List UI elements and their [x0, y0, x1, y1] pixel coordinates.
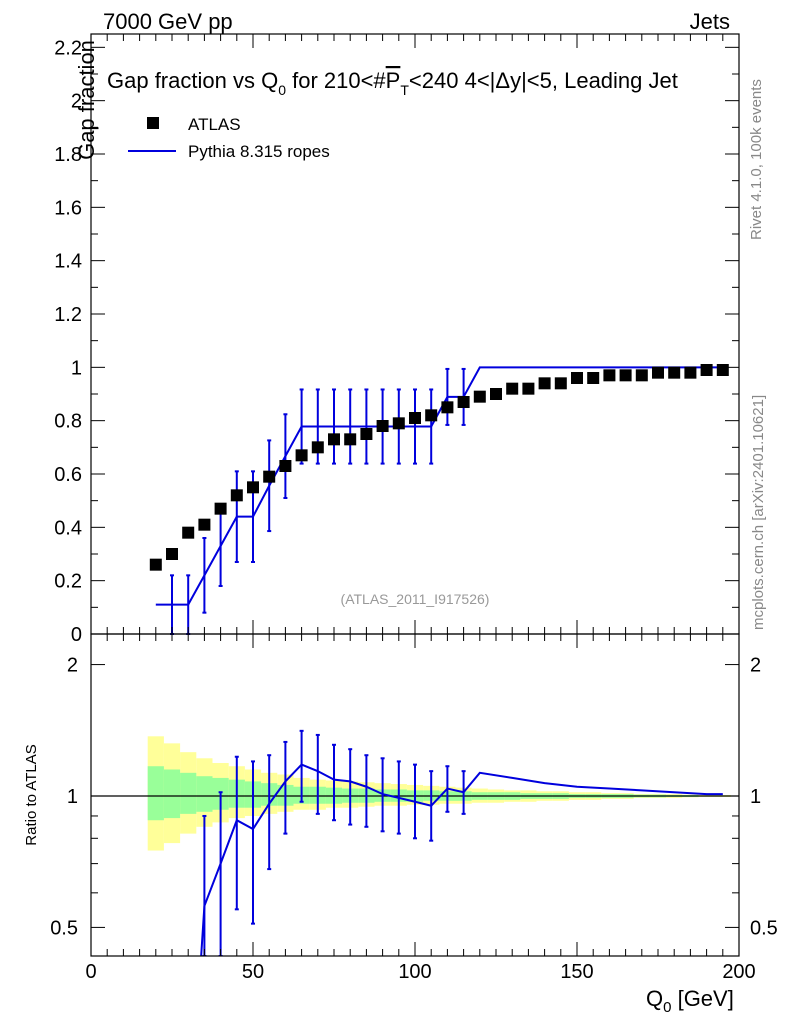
atlas-data-point — [473, 390, 486, 403]
atlas-data-point — [198, 518, 211, 531]
y-tick-label-top: 0.8 — [54, 411, 82, 433]
x-tick-label: 150 — [560, 961, 593, 983]
y-tick-label-top: 2.2 — [54, 37, 82, 59]
atlas-data-point — [441, 401, 454, 414]
y-tick-label-bottom: 2 — [67, 655, 78, 677]
atlas-data-point — [263, 470, 276, 483]
header-energy: 7000 GeV pp — [103, 9, 233, 34]
atlas-data-point — [490, 388, 502, 400]
atlas-data-point — [716, 364, 729, 376]
band-inner-bin — [147, 766, 164, 821]
atlas-data-point — [376, 420, 389, 432]
x-tick-label: 50 — [242, 961, 264, 983]
y-tick-label-top: 1 — [71, 357, 82, 379]
ratio-mc-line — [200, 763, 723, 956]
y-tick-label-bottom-right: 0.5 — [750, 917, 778, 939]
atlas-data-point — [571, 372, 583, 384]
atlas-data-point — [554, 377, 567, 390]
atlas-data-point — [214, 502, 227, 515]
atlas-data-point — [522, 382, 535, 395]
y-tick-label-bottom-right: 2 — [750, 655, 761, 677]
y-tick-label-top: 0.2 — [54, 571, 82, 593]
y-tick-label-top: 1.8 — [54, 144, 82, 166]
uncertainty-bands — [147, 736, 731, 851]
atlas-data-point — [182, 526, 195, 539]
rivet-info: Rivet 4.1.0, 100k events — [748, 79, 765, 240]
x-tick-label: 100 — [398, 961, 431, 983]
atlas-data-point — [603, 369, 616, 382]
atlas-data-point — [328, 433, 340, 446]
x-axis-label: Q0 [GeV] — [646, 986, 734, 1016]
legend-mc-label: Pythia 8.315 ropes — [188, 142, 330, 161]
y-tick-label-bottom: 0.5 — [50, 917, 78, 939]
atlas-data-point — [635, 369, 648, 382]
atlas-data-point — [652, 366, 664, 379]
atlas-data-point — [360, 428, 373, 440]
x-tick-label: 200 — [722, 961, 755, 983]
y-tick-label-top: 1.2 — [54, 304, 82, 326]
plot-title: Gap fraction vs Q0 for 210<#PT<240 4<|Δy… — [107, 68, 678, 98]
axis-ticks: 0 50 100 150 200 0 0.2 0.4 0.6 0.8 1 1.2 1.4 1.6 1.8 2 2… — [50, 34, 778, 983]
atlas-data-point — [506, 382, 519, 395]
band-inner-bin — [163, 769, 181, 819]
atlas-data-point — [279, 460, 292, 472]
atlas-data-point — [295, 449, 308, 462]
y-tick-label-bottom-right: 1 — [750, 786, 761, 808]
mcplots-info: mcplots.cern.ch [arXiv:2401.10621] — [750, 395, 767, 630]
atlas-data-point — [149, 558, 162, 571]
atlas-data-point — [457, 396, 470, 408]
y-axis-label-bottom: Ratio to ATLAS — [23, 744, 40, 845]
y-axis-label-top: Gap fraction — [74, 40, 99, 160]
atlas-data-point — [538, 377, 551, 390]
band-inner-bin — [180, 772, 197, 814]
legend-data-marker — [147, 117, 159, 129]
atlas-data-point — [230, 489, 243, 502]
atlas-data-point — [166, 548, 178, 560]
y-tick-label-top: 2 — [71, 91, 82, 113]
band-inner-bin — [196, 776, 213, 812]
header-category: Jets — [690, 9, 730, 34]
atlas-data-point — [619, 369, 632, 382]
atlas-data-point — [392, 417, 405, 430]
y-tick-label-top: 1.6 — [54, 197, 82, 219]
atlas-data-point — [684, 366, 697, 379]
atlas-data-point — [344, 433, 357, 446]
atlas-data-point — [587, 372, 600, 384]
top-plot — [149, 364, 729, 635]
ratio-plot — [91, 729, 739, 956]
analysis-watermark: (ATLAS_2011_I917526) — [341, 591, 490, 607]
atlas-data-point — [409, 412, 421, 424]
mc-line — [155, 366, 723, 606]
y-tick-label-bottom: 1 — [67, 786, 78, 808]
y-tick-label-top: 0.6 — [54, 464, 82, 486]
y-tick-label-top: 0.4 — [54, 517, 82, 539]
y-tick-label-top: 0 — [71, 624, 82, 646]
x-tick-label: 0 — [85, 961, 96, 983]
atlas-data-point — [668, 366, 681, 379]
atlas-data-point — [425, 409, 438, 422]
atlas-data-point — [700, 364, 713, 376]
atlas-data-point — [311, 441, 324, 454]
atlas-data-point — [247, 481, 259, 494]
y-tick-label-top: 1.4 — [54, 251, 82, 273]
legend-data-label: ATLAS — [188, 115, 241, 134]
